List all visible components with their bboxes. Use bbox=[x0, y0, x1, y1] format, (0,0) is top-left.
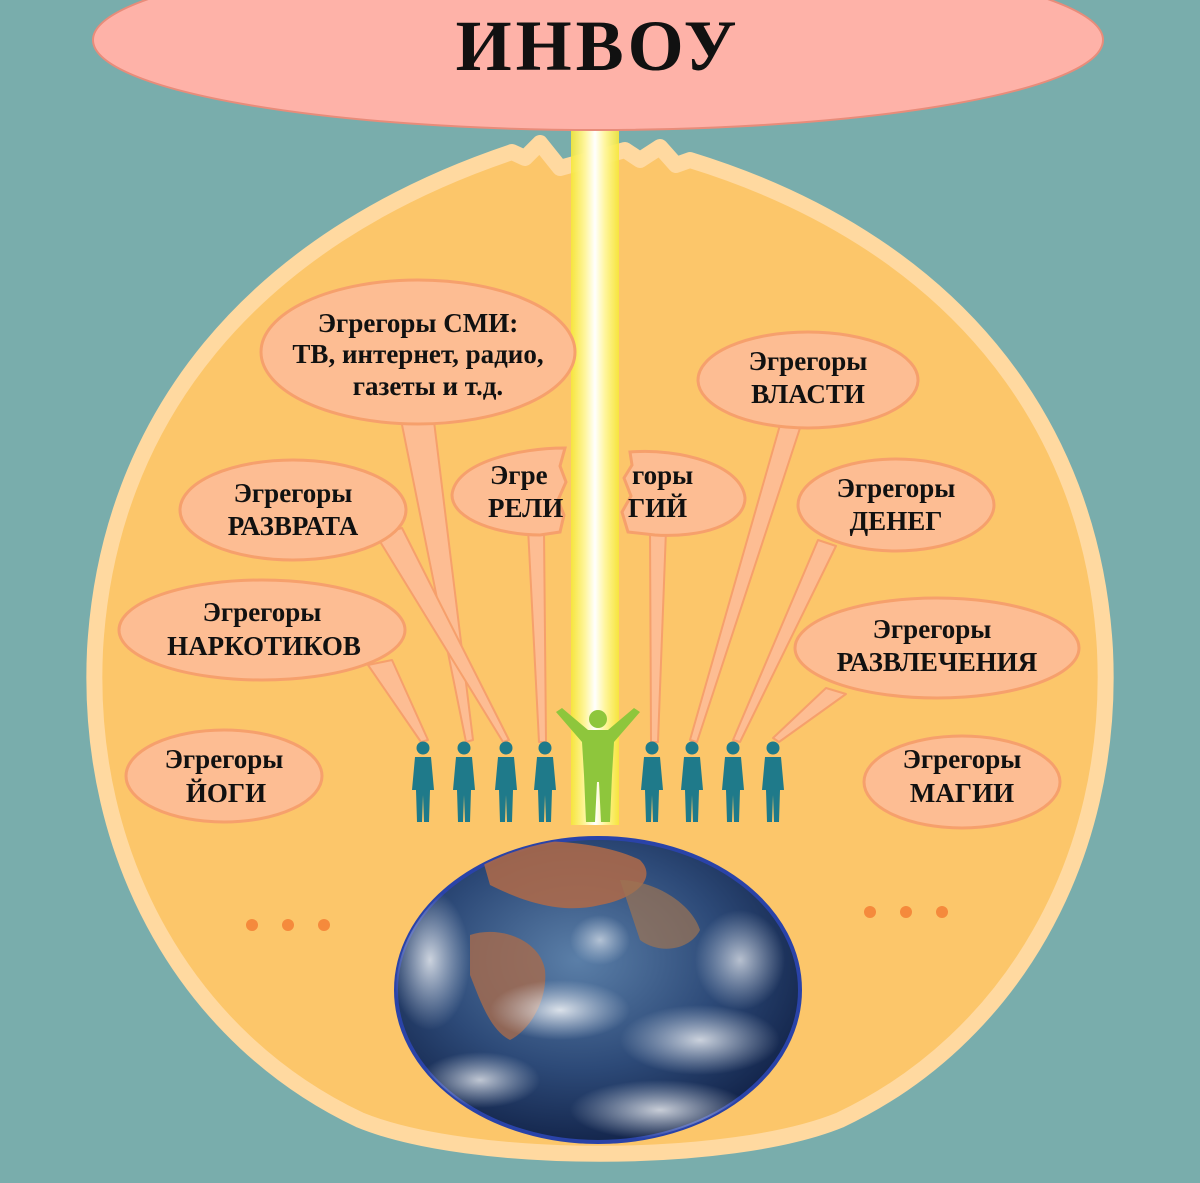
ellipsis-left-icon bbox=[246, 919, 330, 931]
human-silhouette-icon bbox=[495, 741, 517, 822]
bubble-vlast-line2: ВЛАСТИ bbox=[751, 379, 865, 409]
bubble-narkotiki-line2: НАРКОТИКОВ bbox=[167, 631, 361, 661]
human-silhouette-icon bbox=[534, 741, 556, 822]
earth-globe-icon bbox=[394, 836, 802, 1144]
raised-arms-human-icon bbox=[556, 708, 640, 822]
bubble-religion-line2: РЕЛИ bbox=[488, 493, 563, 523]
human-silhouette-icon bbox=[681, 741, 703, 822]
bubble-magia: Эгрегоры МАГИИ bbox=[862, 734, 1062, 830]
pointer-dengi bbox=[732, 539, 837, 743]
bubble-narkotiki: Эгрегоры НАРКОТИКОВ bbox=[117, 578, 407, 682]
bubble-smi-line1: Эгрегоры СМИ: bbox=[318, 308, 518, 338]
bubble-magic-torn: горы ГИЙ bbox=[620, 449, 747, 537]
bubble-razvlech-line1: Эгрегоры bbox=[873, 614, 992, 644]
bubble-razvlech: Эгрегоры РАЗВЛЕЧЕНИЯ bbox=[793, 596, 1081, 700]
invou-cloud bbox=[92, 0, 1104, 131]
bubble-yoga-line1: Эгрегоры bbox=[165, 744, 284, 774]
bubble-religion-line1: Эгре bbox=[490, 460, 548, 490]
human-silhouette-icon bbox=[641, 741, 663, 822]
bubble-dengi-line1: Эгрегоры bbox=[837, 473, 956, 503]
ellipsis-right-icon bbox=[864, 906, 948, 918]
bubble-smi-line2: ТВ, интернет, радио, bbox=[292, 339, 543, 369]
bubble-vlast: Эгрегоры ВЛАСТИ bbox=[696, 330, 920, 430]
bubble-smi-line3: газеты и т.д. bbox=[353, 371, 503, 401]
bubble-yoga-line2: ЙОГИ bbox=[186, 778, 266, 808]
bubble-smi: Эгрегоры СМИ: ТВ, интернет, радио, газет… bbox=[259, 278, 577, 426]
bubble-yoga: Эгрегоры ЙОГИ bbox=[124, 728, 324, 824]
page-title: ИНВОУ bbox=[456, 6, 741, 86]
bubble-magia-line1: Эгрегоры bbox=[903, 744, 1022, 774]
pointer-razvlech bbox=[772, 687, 847, 743]
light-beam bbox=[571, 120, 619, 825]
bubble-narkotiki-line1: Эгрегоры bbox=[203, 597, 322, 627]
human-silhouette-icon bbox=[762, 741, 784, 822]
bubble-dengi: Эгрегоры ДЕНЕГ bbox=[796, 457, 996, 553]
bubble-razvrat: Эгрегоры РАЗВРАТА bbox=[178, 458, 408, 562]
human-silhouette-icon bbox=[412, 741, 434, 822]
bubble-religion-torn: Эгре РЕЛИ bbox=[450, 446, 568, 537]
callout-pointers bbox=[367, 404, 847, 743]
bubble-magia-line2: МАГИИ bbox=[910, 778, 1014, 808]
bubble-magic-torn-line1: горы bbox=[632, 460, 693, 490]
bubble-vlast-line1: Эгрегоры bbox=[749, 346, 868, 376]
human-silhouette-icon bbox=[453, 741, 475, 822]
bubble-razvrat-line2: РАЗВРАТА bbox=[228, 511, 359, 541]
pointer-narkotiki bbox=[367, 659, 429, 743]
bubble-razvlech-line2: РАЗВЛЕЧЕНИЯ bbox=[837, 647, 1038, 677]
bubble-dengi-line2: ДЕНЕГ bbox=[850, 506, 943, 536]
bubble-magic-torn-line2: ГИЙ bbox=[628, 493, 687, 523]
bubble-razvrat-line1: Эгрегоры bbox=[234, 478, 353, 508]
human-silhouette-icon bbox=[722, 741, 744, 822]
